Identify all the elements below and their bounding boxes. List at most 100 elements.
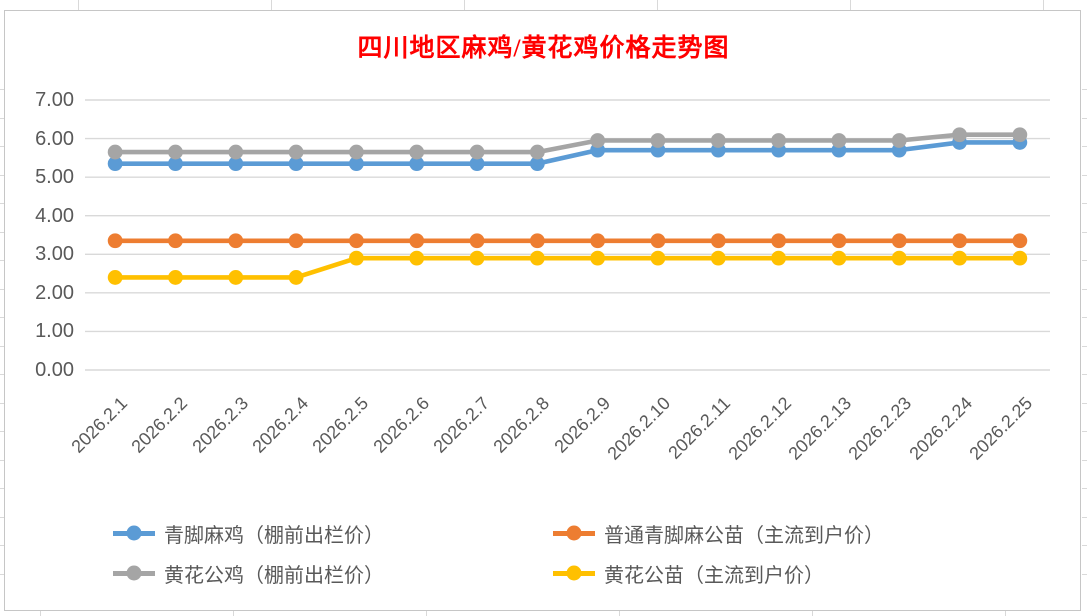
series-point-3 xyxy=(349,250,364,266)
series-point-2 xyxy=(650,133,666,148)
sheet-gridline-stub xyxy=(0,231,4,233)
series-line-3 xyxy=(115,255,1020,280)
y-axis-label: 5.00 xyxy=(35,166,74,189)
legend-item-putong-qingjiaoma-gongmiao[interactable]: 普通青脚麻公苗（主流到户价） xyxy=(553,519,884,547)
y-axis-label: 0.00 xyxy=(35,359,74,381)
sheet-gridline-stub xyxy=(0,317,4,318)
series-line-2 xyxy=(115,132,1020,155)
sheet-gridline-stub xyxy=(0,402,4,404)
series-point-1 xyxy=(952,233,967,249)
series-point-3 xyxy=(1012,250,1028,266)
series-point-2 xyxy=(409,144,425,160)
series-point-1 xyxy=(1012,233,1028,249)
sheet-gridline-stub xyxy=(40,611,41,616)
series-point-3 xyxy=(409,250,425,266)
legend-item-huanghua-gongmiao[interactable]: 黄花公苗（主流到户价） xyxy=(553,559,824,587)
series-point-0 xyxy=(168,156,183,172)
series-point-1 xyxy=(650,233,666,249)
sheet-gridline-stub xyxy=(78,0,79,10)
series-point-1 xyxy=(710,233,726,249)
series-point-3 xyxy=(650,250,666,266)
legend-marker-dot-icon xyxy=(126,525,142,541)
legend-marker-line-icon xyxy=(113,525,155,541)
series-point-1 xyxy=(831,233,847,249)
legend-marker-dot-icon xyxy=(126,565,142,581)
sheet-gridline-stub xyxy=(0,174,4,176)
series-point-3 xyxy=(831,250,847,266)
sheet-gridline-stub xyxy=(233,611,234,616)
legend-label: 普通青脚麻公苗（主流到户价） xyxy=(604,524,884,547)
series-point-0 xyxy=(529,156,545,172)
series-point-1 xyxy=(288,233,304,249)
sheet-gridline-stub xyxy=(1082,174,1087,176)
series-point-3 xyxy=(891,250,907,266)
series-point-1 xyxy=(771,233,786,249)
sheet-gridline-stub xyxy=(619,611,620,616)
sheet-gridline-stub xyxy=(1043,0,1044,10)
series-point-1 xyxy=(349,233,364,249)
sheet-gridline-stub xyxy=(0,516,4,518)
series-point-1 xyxy=(107,233,123,249)
series-point-2 xyxy=(288,144,304,160)
series-point-3 xyxy=(529,250,545,266)
series-point-1 xyxy=(590,233,606,249)
sheet-gridline-stub xyxy=(1082,374,1087,375)
series-point-2 xyxy=(891,133,907,148)
sheet-gridline-stub xyxy=(812,611,813,616)
sheet-gridline-stub xyxy=(0,203,4,204)
sheet-gridline-stub xyxy=(1082,260,1087,261)
sheet-gridline-stub xyxy=(0,488,4,489)
chart-title: 四川地区麻鸡/黄花鸡价格走势图 xyxy=(357,35,730,62)
sheet-gridline-stub xyxy=(1082,431,1087,432)
sheet-gridline-stub xyxy=(426,611,427,616)
series-point-3 xyxy=(168,270,183,285)
series-point-1 xyxy=(529,233,545,249)
sheet-gridline-stub xyxy=(1082,317,1087,318)
series-point-1 xyxy=(228,233,244,249)
y-axis-label: 1.00 xyxy=(35,320,74,343)
y-axis-label: 6.00 xyxy=(35,127,74,150)
sheet-gridline-stub xyxy=(1082,488,1087,489)
series-point-1 xyxy=(469,233,485,249)
sheet-gridline-stub xyxy=(0,288,4,290)
series-point-2 xyxy=(228,144,244,160)
sheet-gridline-stub xyxy=(1082,89,1087,90)
series-point-0 xyxy=(107,156,123,172)
legend-label: 黄花公苗（主流到户价） xyxy=(604,564,824,587)
legend-item-huanghua-gongji[interactable]: 黄花公鸡（棚前出栏价） xyxy=(113,559,384,587)
series-point-3 xyxy=(107,270,123,285)
legend-marker-line-icon xyxy=(113,565,155,581)
series-point-0 xyxy=(469,156,485,172)
sheet-gridline-stub xyxy=(0,573,4,575)
sheet-gridline-stub xyxy=(657,0,658,10)
series-point-1 xyxy=(168,233,183,249)
series-point-2 xyxy=(168,144,183,160)
legend-item-qingjiao-maji[interactable]: 青脚麻鸡（棚前出栏价） xyxy=(113,519,384,547)
series-point-3 xyxy=(228,270,244,285)
series-point-3 xyxy=(469,250,485,266)
sheet-gridline-stub xyxy=(0,146,4,147)
series-point-2 xyxy=(831,133,847,148)
sheet-gridline-stub xyxy=(1082,288,1087,290)
legend-label: 黄花公鸡（棚前出栏价） xyxy=(164,564,384,587)
sheet-gridline-stub xyxy=(0,89,4,90)
sheet-gridline-stub xyxy=(1082,573,1087,575)
series-point-3 xyxy=(952,250,967,266)
y-axis-label: 7.00 xyxy=(35,89,74,111)
legend-marker-line-icon xyxy=(553,525,595,541)
sheet-gridline-stub xyxy=(1082,231,1087,233)
series-point-0 xyxy=(228,156,244,172)
chart-object-frame[interactable] xyxy=(4,10,1081,611)
y-axis-label: 4.00 xyxy=(35,204,74,227)
series-point-2 xyxy=(107,144,123,160)
sheet-gridline-stub xyxy=(0,459,4,461)
sheet-gridline-stub xyxy=(1082,516,1087,518)
series-point-0 xyxy=(349,156,364,172)
sheet-gridline-stub xyxy=(0,431,4,432)
sheet-gridline-stub xyxy=(0,545,4,546)
series-point-3 xyxy=(710,250,726,266)
sheet-gridline-stub xyxy=(0,374,4,375)
sheet-gridline-stub xyxy=(1082,459,1087,461)
series-point-3 xyxy=(288,270,304,285)
series-point-1 xyxy=(409,233,425,249)
